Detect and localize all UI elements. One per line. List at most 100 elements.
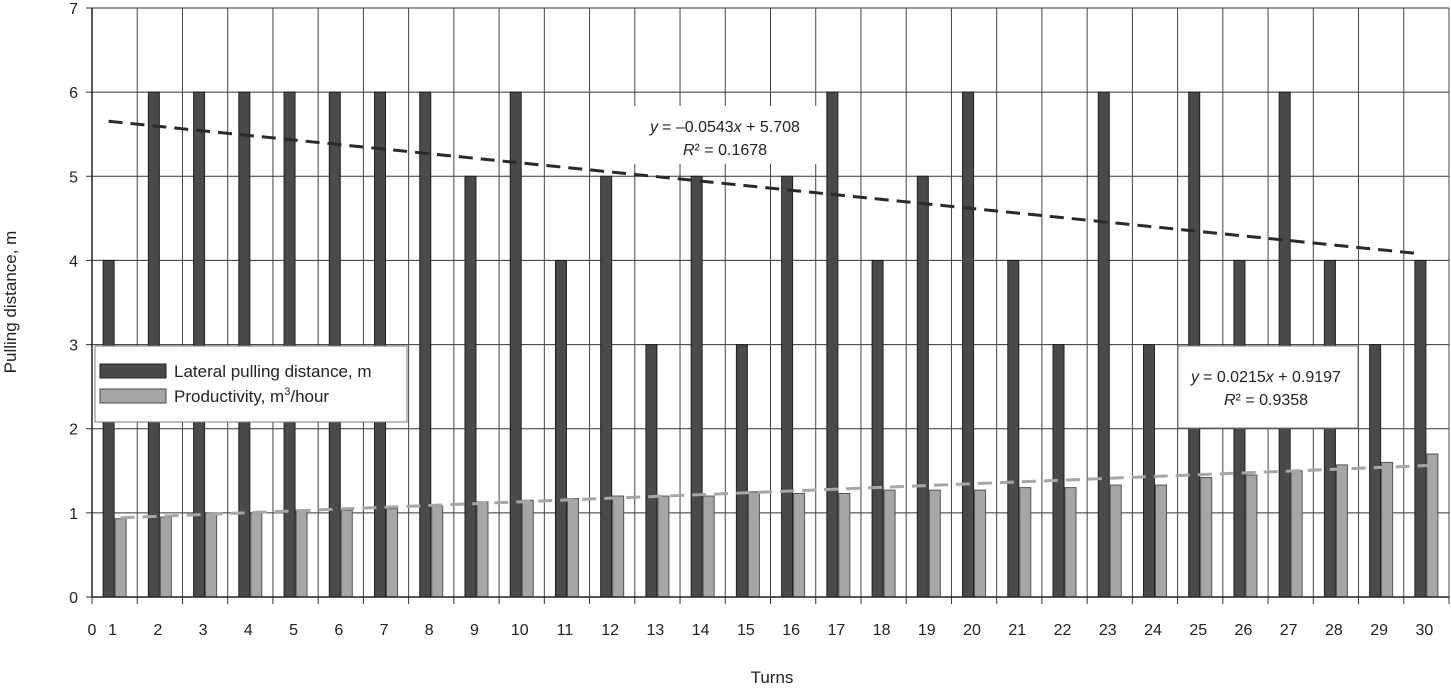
x-tick-label: 22: [1054, 622, 1072, 639]
bar-lateral-pulling-distance: [645, 344, 658, 598]
x-tick-label: 16: [782, 622, 800, 639]
x-tick-label: 8: [425, 622, 434, 639]
bar-lateral-pulling-distance: [554, 259, 567, 598]
equation-box-background: [1177, 345, 1359, 429]
legend: Lateral pulling distance, m Productivity…: [94, 345, 408, 423]
bar-lateral-pulling-distance: [962, 91, 975, 598]
equation-box-background: [630, 106, 820, 164]
bar-lateral-pulling-distance: [1414, 259, 1427, 598]
x-tick-label: 13: [647, 622, 665, 639]
x-tick-label: 9: [470, 622, 479, 639]
x-tick-label: 5: [289, 622, 298, 639]
trendline-equation-1: y = –0.0543x + 5.708: [649, 119, 800, 136]
bar-productivity: [1200, 477, 1213, 598]
bar-layer: [102, 91, 1439, 598]
x-tick-label: 10: [511, 622, 529, 639]
bar-lateral-pulling-distance: [1052, 344, 1065, 598]
trendline-equation-box-2: y = 0.0215x + 0.9197 R² = 0.9358: [1177, 345, 1359, 429]
legend-swatch-productivity: [99, 388, 167, 404]
bar-productivity: [431, 505, 444, 598]
bar-productivity: [1245, 474, 1258, 598]
bar-productivity: [883, 489, 896, 598]
x-tick-label: 12: [601, 622, 619, 639]
bar-productivity: [340, 509, 353, 598]
bar-lateral-pulling-distance: [1188, 91, 1201, 598]
x-tick-label: 18: [873, 622, 891, 639]
y-tick-label: 0: [69, 590, 78, 607]
x-tick-label: 4: [244, 622, 253, 639]
x-tick-label: 1: [108, 622, 117, 639]
bar-productivity: [838, 493, 851, 598]
bar-productivity: [1290, 470, 1303, 598]
x-tick-label: 2: [153, 622, 162, 639]
x-tick-label: 20: [963, 622, 981, 639]
bar-productivity: [566, 498, 579, 598]
bar-productivity: [974, 489, 987, 598]
legend-label-lateral: Lateral pulling distance, m: [174, 362, 372, 381]
trendline-equation-box-1: y = –0.0543x + 5.708 R² = 0.1678: [630, 106, 820, 164]
bar-productivity: [295, 509, 308, 598]
bar-lateral-pulling-distance: [1007, 259, 1020, 598]
x-tick-label: 0: [88, 622, 97, 639]
bar-lateral-pulling-distance: [916, 175, 929, 598]
bar-productivity: [386, 508, 399, 598]
bar-productivity: [205, 512, 218, 598]
x-tick-label: 21: [1008, 622, 1026, 639]
x-tick-label: 19: [918, 622, 936, 639]
bar-lateral-pulling-distance: [1278, 91, 1291, 598]
trendline-r2-2: R² = 0.9358: [1224, 392, 1308, 409]
bar-lateral-pulling-distance: [374, 91, 387, 598]
y-axis-title: Pulling distance, m: [1, 231, 20, 374]
y-tick-label: 5: [69, 169, 78, 186]
bar-productivity: [657, 495, 670, 598]
bar-lateral-pulling-distance: [1142, 344, 1155, 598]
bar-productivity: [521, 499, 534, 598]
bar-lateral-pulling-distance: [1233, 259, 1246, 598]
trendline-r2-1: R² = 0.1678: [683, 142, 767, 159]
bar-lateral-pulling-distance: [871, 259, 884, 598]
bar-productivity: [1109, 484, 1122, 598]
bar-lateral-pulling-distance: [147, 91, 160, 598]
bar-lateral-pulling-distance: [464, 175, 477, 598]
bar-lateral-pulling-distance: [283, 91, 296, 598]
bar-productivity: [612, 495, 625, 598]
x-tick-label: 26: [1235, 622, 1253, 639]
bar-productivity: [1426, 453, 1439, 598]
trendline-equation-2: y = 0.0215x + 0.9197: [1190, 369, 1341, 386]
y-tick-label: 7: [69, 1, 78, 18]
bar-lateral-pulling-distance: [781, 175, 794, 598]
x-axis-title: Turns: [751, 668, 794, 686]
bar-lateral-pulling-distance: [419, 91, 432, 598]
y-tick-label: 1: [69, 506, 78, 523]
bar-lateral-pulling-distance: [690, 175, 703, 598]
y-tick-label: 2: [69, 422, 78, 439]
x-tick-label: 30: [1415, 622, 1433, 639]
bar-productivity: [1019, 487, 1032, 598]
bar-productivity: [1064, 487, 1077, 598]
bar-productivity: [747, 491, 760, 598]
bar-lateral-pulling-distance: [328, 91, 341, 598]
bar-productivity: [114, 518, 127, 598]
x-tick-label: 29: [1370, 622, 1388, 639]
bar-lateral-pulling-distance: [1323, 259, 1336, 598]
bar-lateral-pulling-distance: [193, 91, 206, 598]
bar-productivity: [702, 495, 715, 598]
x-tick-label: 23: [1099, 622, 1117, 639]
bar-lateral-pulling-distance: [1097, 91, 1110, 598]
bar-lateral-pulling-distance: [509, 91, 522, 598]
x-tick-label: 15: [737, 622, 755, 639]
y-tick-label: 3: [69, 338, 78, 355]
bar-productivity: [250, 512, 263, 598]
bar-productivity: [793, 493, 806, 598]
x-tick-label: 25: [1189, 622, 1207, 639]
bar-lateral-pulling-distance: [600, 175, 613, 598]
legend-swatch-lateral: [99, 363, 167, 379]
y-tick-label: 6: [69, 85, 78, 102]
bar-productivity: [159, 516, 172, 598]
bar-lateral-pulling-distance: [102, 259, 115, 598]
bar-lateral-pulling-distance: [238, 91, 251, 598]
x-tick-label: 11: [557, 622, 574, 639]
x-tick-label: 24: [1144, 622, 1162, 639]
grid-layer: [92, 7, 1450, 597]
